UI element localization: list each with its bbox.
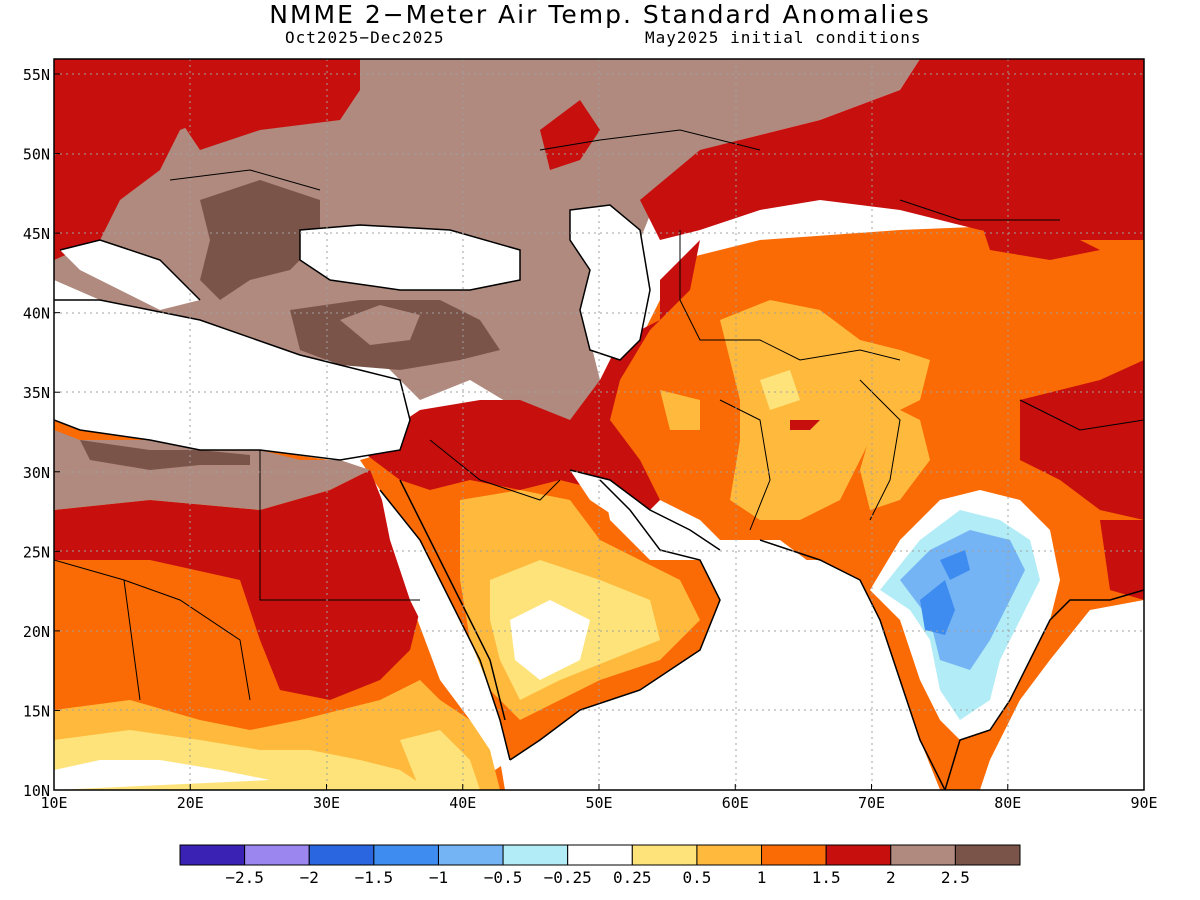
color-legend: −2.5 −2 −1.5 −1 −0.5 −0.25 0.25 0.5 1 1.5 2 2.5 <box>179 844 1021 887</box>
legend-label: 2 <box>886 868 896 887</box>
axis-ticks: 10E 20E 30E 40E 50E 60E 70E 80E 90E 10N 15N 20N 25N 3… <box>23 66 1158 812</box>
legend-label: −0.25 <box>544 868 592 887</box>
lon-label: 80E <box>994 794 1021 812</box>
graticule <box>54 59 1144 790</box>
legend-swatch <box>437 844 504 866</box>
legend-label: −2 <box>300 868 319 887</box>
legend-swatch <box>761 844 827 866</box>
lat-label: 55N <box>23 66 50 84</box>
bay-of-bengal <box>980 600 1144 790</box>
lon-label: 40E <box>449 794 476 812</box>
legend-swatch <box>954 844 1021 866</box>
legend-swatch <box>567 844 633 866</box>
caspian-sea <box>570 205 650 360</box>
lon-label: 70E <box>858 794 885 812</box>
coastlines <box>54 204 1144 790</box>
legend-label: 0.25 <box>613 868 652 887</box>
legend-swatch <box>631 844 698 866</box>
legend-swatch <box>890 844 956 866</box>
lat-label: 15N <box>23 702 50 720</box>
iran-yellow <box>720 300 930 520</box>
lat-label: 30N <box>23 464 50 482</box>
lat-label: 10N <box>23 782 50 800</box>
persian-gulf <box>570 470 720 560</box>
legend-label: −0.5 <box>484 868 523 887</box>
lon-label: 50E <box>585 794 612 812</box>
legend-label: −1.5 <box>355 868 394 887</box>
north-africa-red <box>54 470 420 700</box>
legend-swatch <box>179 844 246 866</box>
legend-label: 1.5 <box>812 868 841 887</box>
india-darkblue <box>920 580 955 635</box>
legend-swatch <box>696 844 763 866</box>
arabian-sea <box>600 560 940 790</box>
legend-label: −2.5 <box>225 868 264 887</box>
legend-label: 2.5 <box>941 868 970 887</box>
mediterranean-sea <box>54 300 410 460</box>
legend-label: 0.5 <box>682 868 711 887</box>
middle-east-red <box>360 240 700 520</box>
initial-conditions: May2025 initial conditions <box>645 28 922 47</box>
legend-swatch <box>825 844 892 866</box>
map-title: NMME 2−Meter Air Temp. Standard Anomalie… <box>269 0 931 29</box>
legend-swatch <box>308 844 375 866</box>
lon-label: 90E <box>1130 794 1157 812</box>
lat-label: 35N <box>23 384 50 402</box>
country-borders <box>54 129 1144 701</box>
legend-swatch <box>502 844 569 866</box>
lon-label: 30E <box>313 794 340 812</box>
black-sea <box>300 225 520 290</box>
lon-label: 10E <box>40 794 67 812</box>
red-sea <box>380 490 510 770</box>
legend-swatch <box>244 844 310 866</box>
forecast-period: Oct2025−Dec2025 <box>285 28 445 47</box>
balkans-dark-brown <box>200 180 320 300</box>
legend-label: −1 <box>429 868 448 887</box>
lat-label: 45N <box>23 225 50 243</box>
central-asia-red <box>640 59 1144 240</box>
lat-label: 20N <box>23 623 50 641</box>
lat-label: 50N <box>23 146 50 164</box>
lon-label: 20E <box>177 794 204 812</box>
lat-label: 40N <box>23 305 50 323</box>
india-blue <box>900 530 1025 670</box>
lat-label: 25N <box>23 543 50 561</box>
lon-label: 60E <box>722 794 749 812</box>
legend-label: 1 <box>757 868 767 887</box>
legend-swatch <box>373 844 439 866</box>
anomaly-field <box>54 59 1144 790</box>
